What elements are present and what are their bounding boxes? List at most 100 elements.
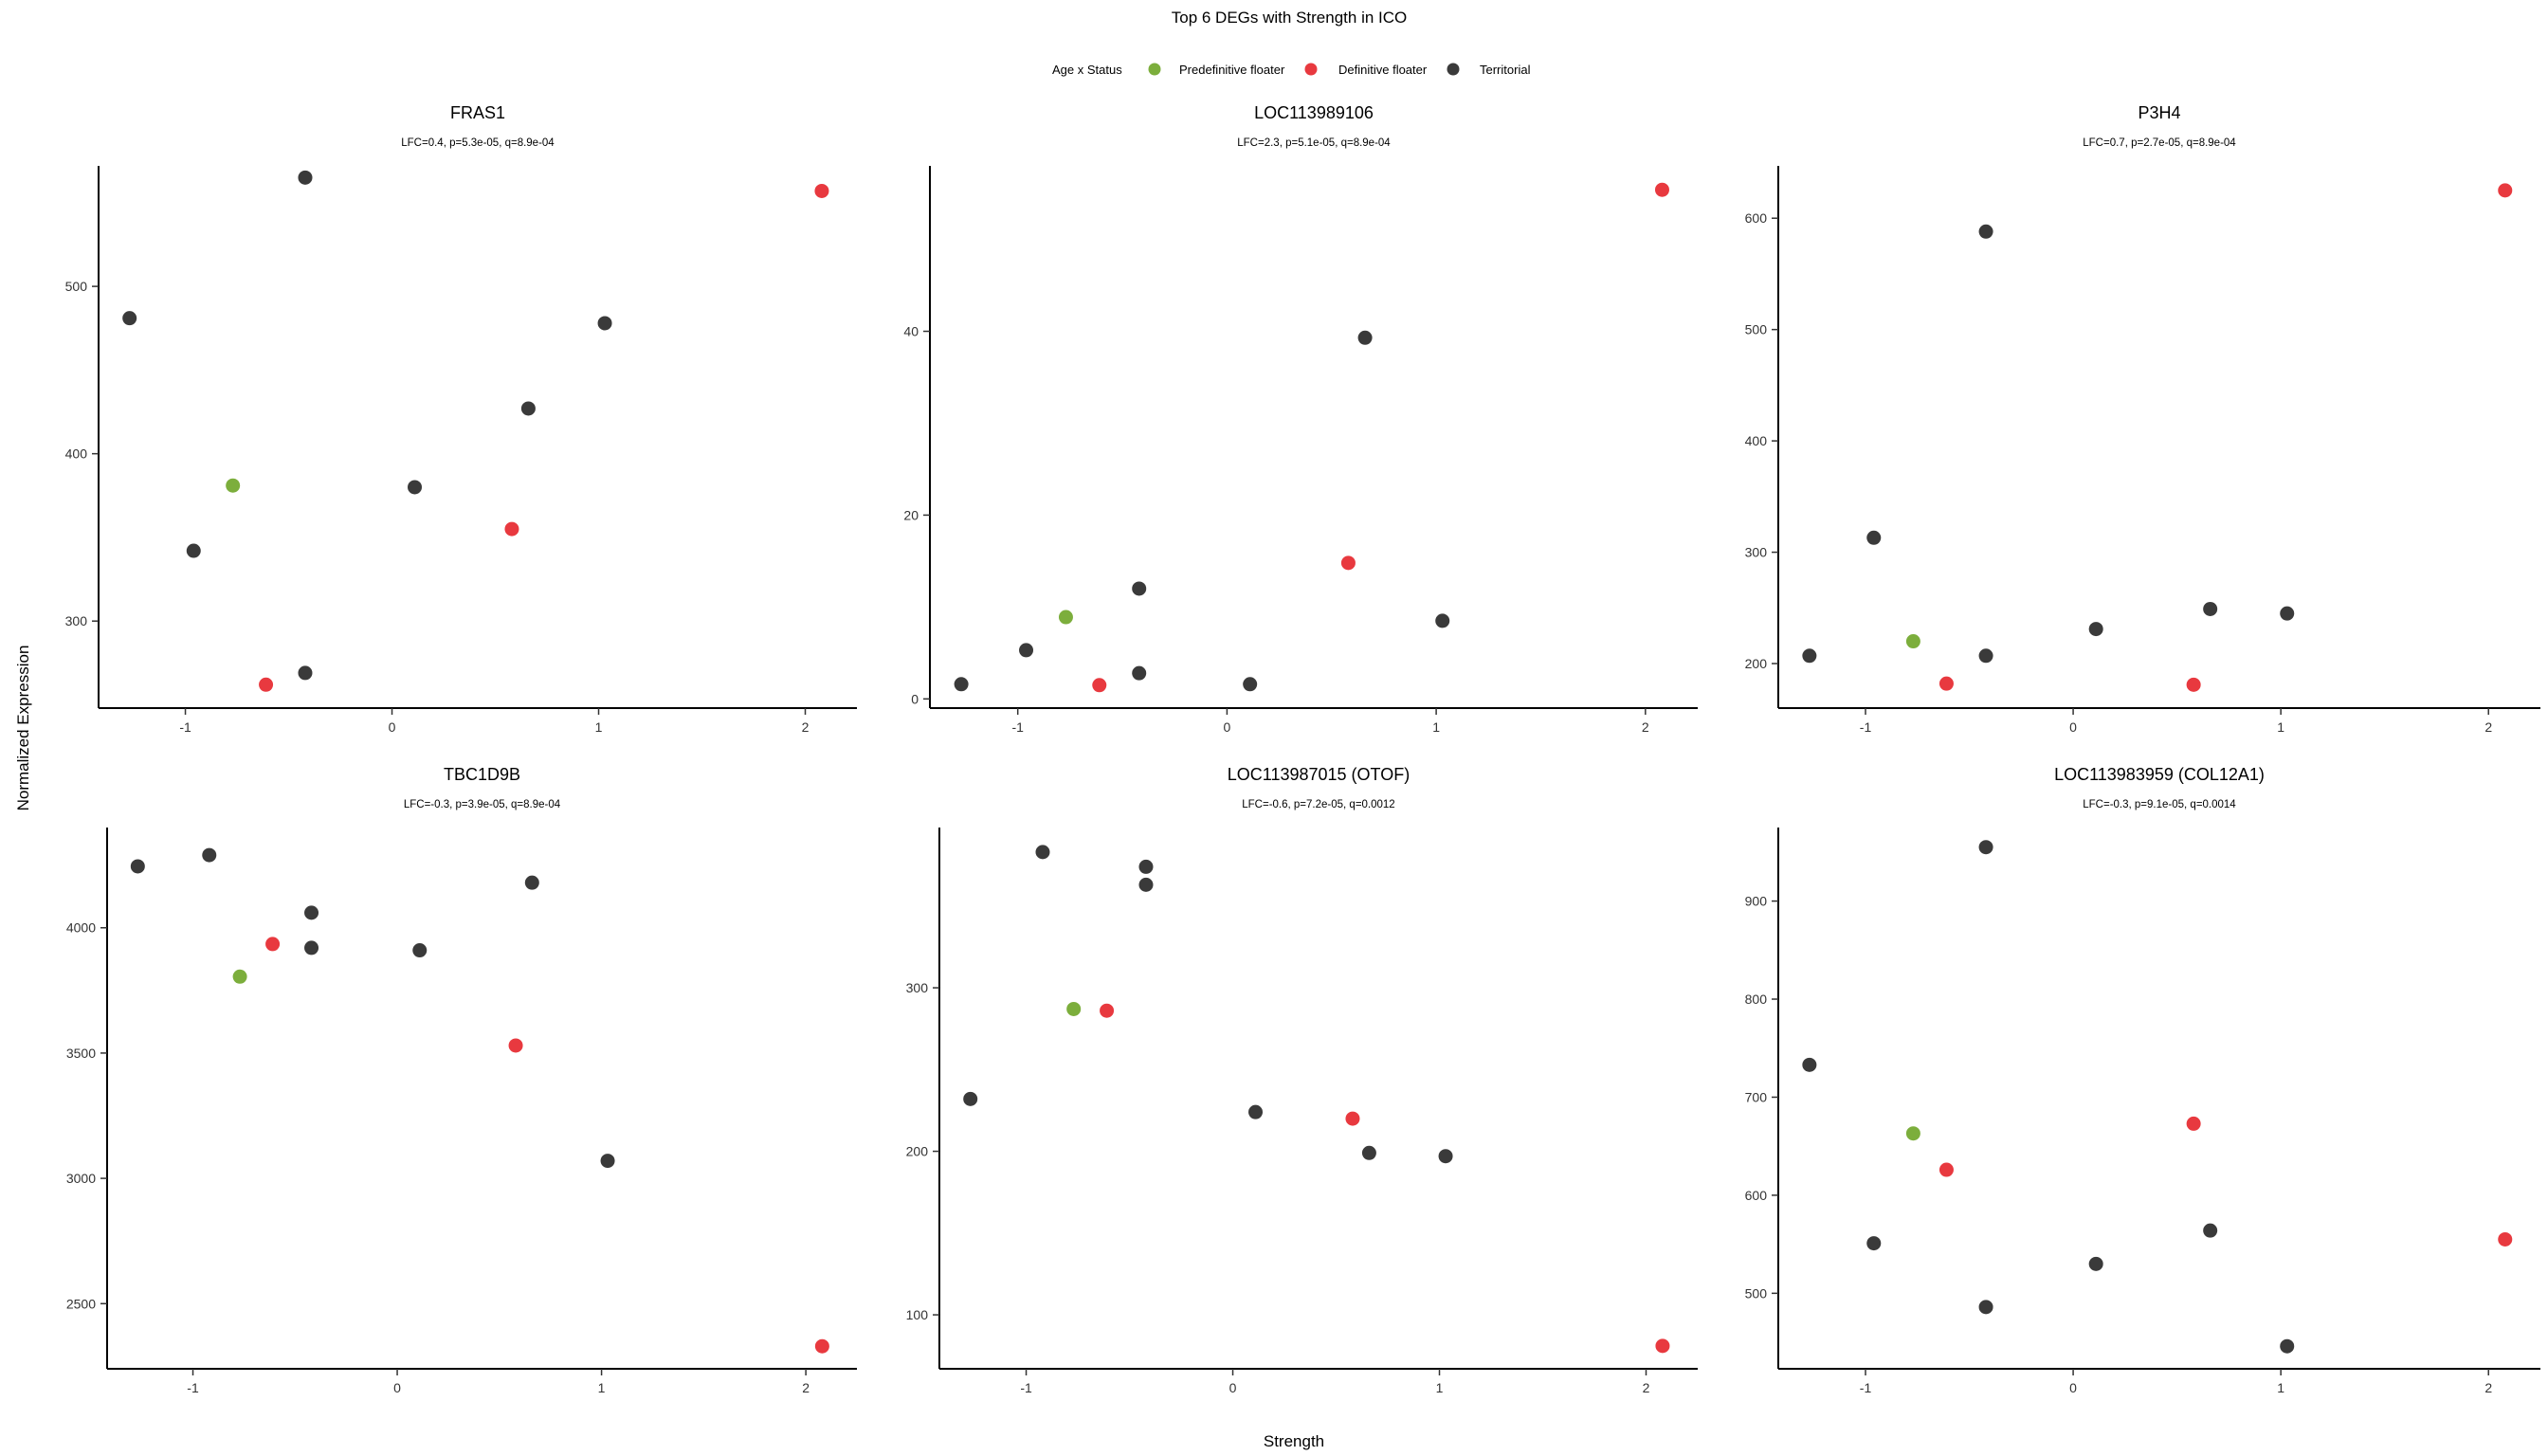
data-point [1435, 613, 1450, 628]
data-point [2280, 606, 2295, 621]
panel-subtitle: LFC=-0.6, p=7.2e-05, q=0.0012 [1242, 799, 1394, 810]
panel-subtitle: LFC=0.7, p=2.7e-05, q=8.9e-04 [2083, 137, 2236, 149]
panel-title: TBC1D9B [444, 765, 520, 784]
data-point [963, 1091, 978, 1106]
data-point [122, 311, 137, 326]
data-point [814, 183, 829, 198]
facet-panels: FRAS1 LFC=0.4, p=5.3e-05, q=8.9e-04 -1 0 1 2 3… [65, 103, 2540, 1395]
panel-title: FRAS1 [450, 103, 505, 122]
x-tick-label: 0 [2069, 1380, 2077, 1395]
x-tick-label: -1 [179, 719, 191, 735]
data-point [1132, 665, 1147, 681]
x-tick-label: 0 [1229, 1380, 1237, 1395]
data-point [226, 478, 241, 493]
panel-title: LOC113989106 [1254, 103, 1374, 122]
data-point [1938, 676, 1954, 691]
data-point [2088, 622, 2103, 637]
panel-subtitle: LFC=-0.3, p=3.9e-05, q=8.9e-04 [404, 799, 561, 810]
data-point [2280, 1338, 2295, 1354]
x-tick-label: -1 [187, 1380, 199, 1395]
data-point [202, 847, 217, 863]
data-point [304, 940, 319, 956]
data-point [2498, 1231, 2513, 1247]
y-tick-label: 800 [1745, 992, 1768, 1007]
data-point [1345, 1111, 1360, 1126]
x-tick-label: 0 [393, 1380, 401, 1395]
y-tick-label: 3500 [66, 1046, 96, 1061]
y-tick-label: 100 [906, 1307, 929, 1322]
panel-title: LOC113983959 (COL12A1) [2054, 765, 2265, 784]
data-point [298, 665, 313, 681]
data-point [1138, 877, 1154, 892]
data-point [1138, 859, 1154, 874]
data-point [1866, 530, 1882, 545]
x-tick-label: -1 [1011, 719, 1024, 735]
facet-panel: FRAS1 LFC=0.4, p=5.3e-05, q=8.9e-04 -1 0 1 2 3… [65, 103, 857, 735]
x-tick-label: -1 [1860, 719, 1872, 735]
x-tick-label: 0 [389, 719, 396, 735]
data-point [1132, 581, 1147, 596]
y-tick-label: 200 [1745, 656, 1768, 671]
panel-title: LOC113987015 (OTOF) [1228, 765, 1410, 784]
x-tick-label: 1 [595, 719, 603, 735]
data-point [1655, 1338, 1670, 1354]
chart-title: Top 6 DEGs with Strength in ICO [1172, 9, 1408, 27]
data-point [1066, 1001, 1082, 1016]
y-tick-label: 400 [1745, 433, 1768, 448]
facet-panel: LOC113987015 (OTOF) LFC=-0.6, p=7.2e-05, … [906, 765, 1698, 1395]
facet-panel: P3H4 LFC=0.7, p=2.7e-05, q=8.9e-04 -1 0 1 2 20… [1745, 103, 2540, 735]
data-point [814, 1338, 829, 1354]
facet-panel: TBC1D9B LFC=-0.3, p=3.9e-05, q=8.9e-04 -1 0… [66, 765, 857, 1395]
data-point [2186, 677, 2201, 692]
legend-marker-predefinitive-floater [1148, 63, 1161, 76]
x-tick-label: 1 [2277, 719, 2284, 735]
data-point [1978, 1300, 1993, 1315]
data-point [1938, 1162, 1954, 1177]
legend-label-predefinitive-floater: Predefinitive floater [1179, 63, 1285, 77]
y-tick-label: 20 [903, 507, 919, 522]
data-point [1248, 1104, 1264, 1119]
data-point [2186, 1116, 2201, 1131]
y-tick-label: 600 [1745, 210, 1768, 226]
data-point [2498, 183, 2513, 198]
y-tick-label: 2500 [66, 1296, 96, 1311]
data-point [408, 480, 423, 495]
data-point [508, 1038, 523, 1053]
data-point [304, 905, 319, 920]
panel-subtitle: LFC=2.3, p=5.1e-05, q=8.9e-04 [1237, 137, 1391, 149]
data-point [2088, 1256, 2103, 1271]
y-tick-label: 500 [1745, 1285, 1768, 1301]
y-tick-label: 4000 [66, 920, 96, 936]
data-point [524, 875, 539, 890]
data-point [298, 170, 313, 185]
data-point [597, 316, 612, 331]
legend-marker-definitive-floater [1304, 63, 1318, 76]
data-point [1058, 610, 1073, 625]
y-tick-label: 0 [911, 691, 919, 706]
facet-panel: LOC113983959 (COL12A1) LFC=-0.3, p=9.1e-0… [1745, 765, 2540, 1395]
data-point [1438, 1149, 1453, 1164]
x-axis-title: Strength [1264, 1432, 1324, 1450]
data-point [1905, 1126, 1920, 1141]
x-tick-label: 0 [1224, 719, 1231, 735]
legend-marker-territorial [1447, 63, 1460, 76]
data-point [412, 943, 428, 958]
y-tick-label: 300 [906, 980, 929, 995]
data-point [2203, 1223, 2218, 1238]
data-point [186, 543, 201, 558]
y-tick-label: 500 [1745, 322, 1768, 337]
data-point [1035, 845, 1050, 860]
x-tick-label: -1 [1020, 1380, 1032, 1395]
y-tick-label: 400 [65, 446, 88, 462]
data-point [1243, 677, 1258, 692]
data-point [1100, 1003, 1115, 1018]
x-tick-label: 1 [1432, 719, 1440, 735]
data-point [520, 401, 536, 416]
data-point [1978, 840, 1993, 855]
data-point [1866, 1236, 1882, 1251]
data-point [1340, 555, 1356, 571]
y-tick-label: 200 [906, 1144, 929, 1159]
x-tick-label: 2 [802, 1380, 810, 1395]
